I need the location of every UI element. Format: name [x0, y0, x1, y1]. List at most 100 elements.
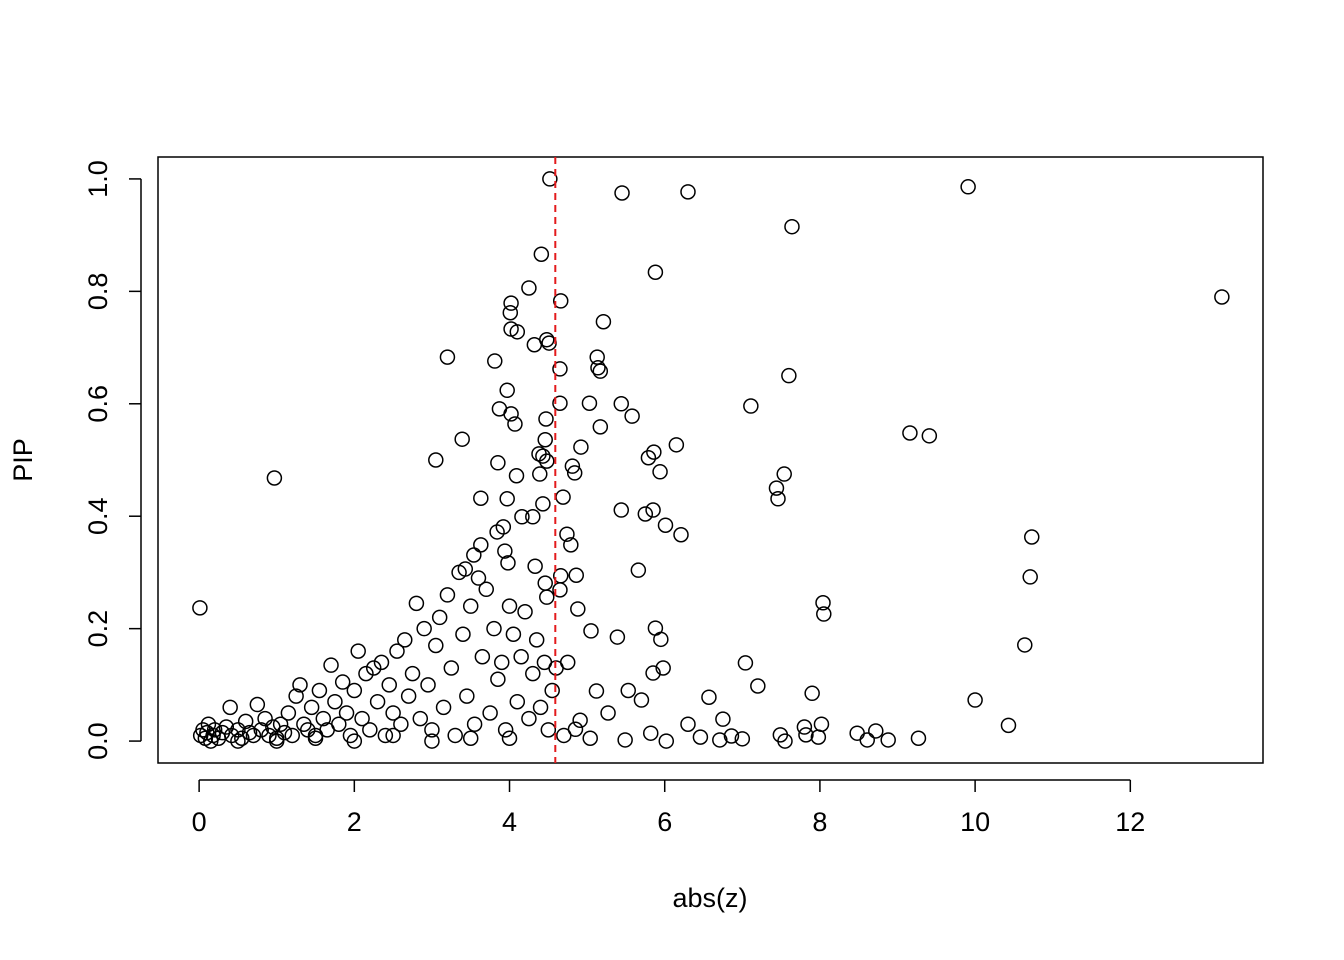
point: [526, 337, 543, 353]
point: [497, 722, 514, 738]
point: [564, 458, 581, 474]
point: [910, 730, 927, 747]
point: [535, 496, 551, 512]
point: [431, 609, 448, 626]
x-tick-label: 6: [657, 807, 672, 837]
point: [1022, 569, 1038, 585]
point: [868, 723, 884, 739]
point: [572, 712, 588, 729]
point: [556, 727, 572, 744]
point: [640, 450, 657, 466]
point: [327, 693, 343, 710]
point: [630, 562, 647, 578]
point: [568, 567, 585, 583]
point: [393, 716, 409, 732]
point: [292, 677, 308, 693]
point: [734, 731, 751, 747]
point: [311, 682, 328, 699]
y-tick-label: 0.0: [83, 722, 113, 760]
point: [1000, 717, 1017, 734]
point: [655, 660, 671, 676]
point: [490, 455, 506, 471]
x-tick-label: 4: [502, 807, 517, 837]
point: [784, 218, 800, 235]
point: [583, 623, 599, 639]
point: [768, 480, 785, 496]
point: [435, 699, 452, 716]
point: [494, 654, 510, 671]
point: [486, 620, 502, 637]
point: [354, 710, 370, 727]
point: [1024, 529, 1040, 545]
point: [528, 632, 545, 648]
point: [1214, 289, 1230, 305]
point: [439, 587, 456, 603]
point: [495, 519, 512, 535]
point: [499, 382, 515, 399]
point: [544, 682, 560, 699]
point: [595, 313, 612, 330]
point: [373, 654, 390, 671]
point: [218, 719, 235, 735]
point: [743, 398, 759, 414]
point: [960, 179, 976, 195]
point: [967, 692, 983, 708]
point: [245, 727, 262, 744]
point: [454, 431, 470, 447]
point: [712, 732, 728, 748]
point: [381, 677, 397, 693]
point: [507, 416, 523, 432]
y-tick-label: 0.2: [83, 610, 113, 648]
point: [532, 699, 549, 716]
point: [647, 264, 664, 280]
point: [902, 425, 918, 441]
x-axis-label: abs(z): [672, 883, 747, 913]
point: [241, 724, 258, 741]
point: [777, 733, 793, 749]
point: [501, 598, 518, 614]
plot-frame: [157, 156, 1264, 764]
point: [284, 727, 300, 744]
point: [798, 727, 814, 743]
point: [750, 678, 766, 694]
point: [482, 705, 498, 721]
point: [517, 604, 533, 620]
point: [489, 524, 505, 540]
point: [525, 509, 541, 525]
x-tick-label: 8: [812, 807, 827, 837]
point: [377, 727, 394, 744]
point: [525, 665, 541, 682]
point: [637, 506, 654, 522]
point: [673, 527, 689, 543]
point: [192, 600, 208, 616]
point: [646, 444, 662, 460]
point: [539, 589, 555, 605]
point: [466, 716, 483, 732]
point: [428, 452, 444, 468]
point: [538, 411, 554, 427]
point: [424, 733, 440, 749]
point: [307, 730, 324, 747]
point: [408, 595, 425, 612]
x-tick-label: 2: [347, 807, 362, 837]
point: [206, 722, 223, 738]
point: [490, 671, 506, 687]
point: [455, 626, 471, 643]
point: [715, 711, 731, 727]
point: [613, 502, 630, 518]
point: [810, 729, 827, 745]
point: [592, 419, 609, 435]
point: [261, 727, 277, 744]
point: [253, 722, 269, 738]
point: [473, 490, 489, 506]
point: [503, 406, 519, 422]
point: [416, 620, 432, 637]
point: [620, 682, 636, 699]
point: [532, 466, 548, 482]
point: [509, 324, 526, 340]
point: [680, 716, 696, 732]
point: [614, 185, 630, 201]
point: [389, 643, 405, 659]
point: [266, 470, 283, 486]
point: [642, 725, 659, 741]
